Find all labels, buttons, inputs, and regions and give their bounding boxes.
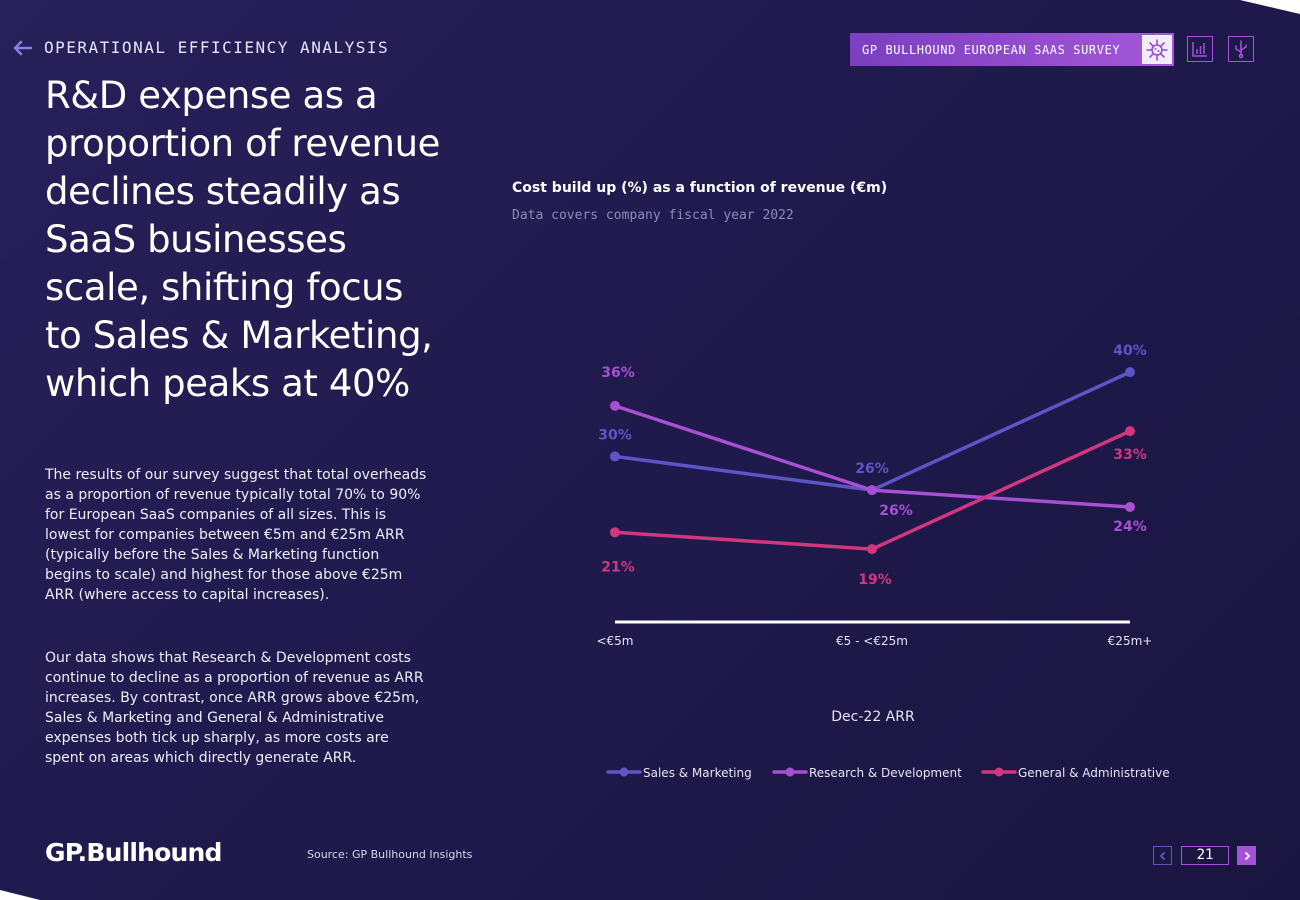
data-point (867, 485, 877, 496)
x-tick-label: €25m+ (1108, 634, 1153, 648)
page-corner-bottom (0, 890, 40, 900)
next-page-button[interactable] (1237, 846, 1256, 865)
back-navigation[interactable]: OPERATIONAL EFFICIENCY ANALYSIS (12, 38, 389, 57)
data-label: 40% (1113, 343, 1147, 359)
x-tick-label: €5 - <€25m (836, 634, 908, 648)
source-note: Source: GP Bullhound Insights (307, 848, 473, 861)
data-label: 36% (601, 365, 635, 381)
bar-chart-icon[interactable] (1187, 36, 1213, 62)
x-axis-title: Dec-22 ARR (831, 709, 915, 725)
legend-label: General & Administrative (1018, 766, 1170, 780)
body-paragraph-1: The results of our survey suggest that t… (45, 467, 427, 603)
survey-tag[interactable]: GP BULLHOUND EUROPEAN SAAS SURVEY (850, 33, 1174, 66)
section-title: OPERATIONAL EFFICIENCY ANALYSIS (44, 38, 390, 57)
page-corner-top (1240, 0, 1300, 14)
x-tick-label: <€5m (596, 634, 633, 648)
prev-page-button[interactable] (1153, 846, 1172, 865)
legend-label: Research & Development (809, 766, 962, 780)
data-label: 19% (858, 572, 892, 588)
data-point (610, 451, 620, 462)
usb-icon[interactable] (1228, 36, 1254, 62)
data-point (1125, 426, 1135, 437)
data-label: 24% (1113, 519, 1147, 535)
data-label: 26% (879, 503, 913, 519)
legend-swatch-marker (785, 767, 795, 777)
chevron-left-icon (1159, 851, 1165, 860)
legend-label: Sales & Marketing (643, 766, 752, 780)
logo: GP.Bullhound (45, 838, 222, 867)
chart-subtitle: Data covers company fiscal year 2022 (512, 208, 794, 223)
data-label: 26% (855, 461, 889, 477)
data-point (610, 400, 620, 411)
page-headline: R&D expense as a proportion of revenue d… (45, 74, 441, 405)
data-label: 21% (601, 559, 635, 575)
data-point (867, 544, 877, 555)
virus-icon[interactable] (1142, 35, 1172, 64)
data-point (1125, 367, 1135, 378)
body-paragraph-2: Our data shows that Research & Developme… (45, 650, 424, 766)
data-point (1125, 502, 1135, 512)
legend-swatch-marker (994, 767, 1004, 777)
chevron-right-icon (1244, 851, 1250, 860)
page-number: 21 (1181, 846, 1229, 865)
survey-label: GP BULLHOUND EUROPEAN SAAS SURVEY (862, 42, 1121, 57)
arrow-left-icon[interactable] (12, 40, 32, 56)
chart-title: Cost build up (%) as a function of reven… (512, 180, 888, 196)
legend-swatch-marker (619, 767, 629, 777)
data-label: 30% (598, 427, 632, 443)
data-point (610, 527, 620, 538)
data-label: 33% (1113, 447, 1147, 463)
